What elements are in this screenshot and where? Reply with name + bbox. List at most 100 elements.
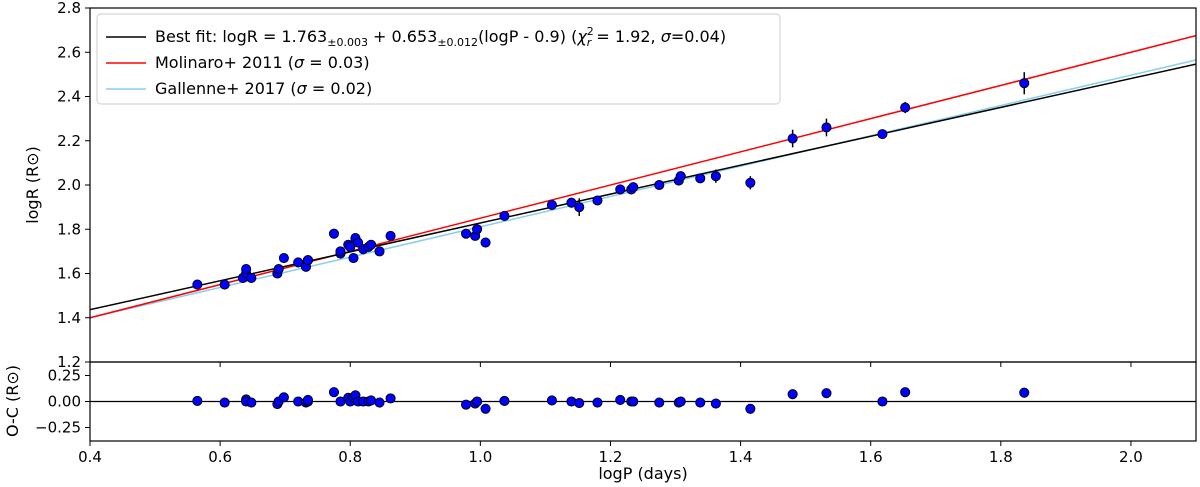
x-tick-label-2: 0.8 [338,448,362,466]
legend-molinaro-text-e: = 0.03) [304,53,369,72]
main-point-41 [695,173,706,184]
x-tick-label-1: 0.6 [208,448,232,466]
residual-data-points [192,387,1030,414]
main-point-5 [246,272,257,283]
main-point-23 [366,239,377,250]
legend-box [96,13,781,105]
main-point-9 [293,257,304,268]
residual-point-35 [628,396,639,407]
main-point-8 [278,252,289,264]
main-y-tick-label-0: 1.2 [57,353,81,371]
x-tick-label-5: 1.4 [729,448,753,466]
residual-point-24 [460,399,472,410]
main-point-7 [273,264,284,275]
main-y-tick-label-1: 1.4 [57,309,81,327]
legend-label-molinaro: Molinaro+ 2011 (σ = 0.03) [155,53,370,72]
legend-best-fit-text-b: + 0.653 [368,27,437,46]
residual-point-36 [654,397,665,408]
main-point-33 [574,202,585,213]
main-point-34 [592,195,603,206]
x-tick-label-6: 1.6 [859,448,883,466]
x-tick-label-8: 2.0 [1119,448,1143,466]
main-point-28 [472,224,483,235]
residual-point-45 [900,387,911,398]
main-point-35 [615,184,626,195]
residual-point-33 [615,394,626,405]
legend-best-fit-chi-sup: 2 [587,25,594,38]
main-y-axis-label: logR (R⊙) [23,146,42,224]
main-point-18 [348,252,359,264]
legend-best-fit-text-e: =0.04) [671,27,726,46]
residual-panel: −0.25 0.00 0.25 0.4 0.6 0.8 1.0 1.2 1.4 1.6 1.8 2.… [3,361,1197,483]
main-point-24 [374,246,385,257]
residual-plot-frame [89,361,1197,442]
residual-point-12 [328,387,340,398]
legend-gallenne-text-e: = 0.02) [307,79,372,98]
residual-point-43 [821,388,832,399]
residual-point-26 [472,396,483,407]
x-axis-label: logP (days) [598,464,687,483]
main-point-30 [499,210,510,222]
residual-point-4 [246,397,257,408]
residual-point-44 [877,396,888,407]
x-tick-label-4: 1.2 [599,448,623,466]
main-point-20 [352,237,364,248]
residual-point-1 [219,397,230,408]
residual-y-tick-label-0: −0.25 [35,418,81,436]
main-point-46 [877,129,888,140]
main-point-0 [192,279,203,290]
main-point-40 [675,171,686,182]
residual-point-39 [695,397,706,408]
residual-point-22 [374,397,385,408]
main-point-12 [302,255,313,266]
legend-best-fit-text-d: = 1.92, [591,27,660,46]
residual-point-21 [366,395,377,406]
residual-point-0 [192,395,203,407]
main-point-43 [745,177,756,188]
legend-molinaro-sigma: σ [294,53,305,72]
residual-point-7 [278,392,289,403]
main-ticks: 1.2 1.4 1.6 1.8 2.0 2.2 2.4 2.6 2.8 [57,0,90,371]
legend-best-fit-chi-sub: r [587,36,593,49]
legend-molinaro-text-a: Molinaro+ 2011 ( [155,53,294,72]
residual-y-tick-label-1: 0.00 [48,393,81,411]
main-y-tick-label-7: 2.6 [57,43,81,61]
main-y-tick-label-2: 1.6 [57,265,81,283]
main-point-42 [710,171,721,182]
residual-point-46 [1019,387,1030,398]
residual-point-31 [574,398,585,409]
main-point-4 [241,264,252,275]
residual-ticks: −0.25 0.00 0.25 [35,367,90,436]
legend-best-fit-sub-b: ±0.012 [437,36,478,49]
main-point-45 [821,122,832,133]
main-point-25 [385,230,396,241]
main-point-44 [787,133,798,144]
main-point-37 [628,182,639,193]
legend-label-best-fit: Best fit: logR = 1.763±0.003 + 0.653±0.0… [155,25,726,49]
residual-y-axis-label: O-C (R⊙) [3,365,22,437]
main-y-tick-label-6: 2.4 [57,88,81,106]
main-y-tick-label-5: 2.2 [57,132,81,150]
main-point-38 [654,179,665,191]
main-point-32 [566,197,577,208]
main-panel: 1.2 1.4 1.6 1.8 2.0 2.2 2.4 2.6 2.8 logR (R⊙) Be… [23,0,1197,371]
residual-point-38 [675,396,686,407]
legend-gallenne-sigma: σ [297,79,308,98]
legend-best-fit-text-a: Best fit: logR = 1.763 [155,27,327,46]
residual-y-tick-label-2: 0.25 [48,367,81,385]
main-y-tick-label-4: 2.0 [57,176,81,194]
residual-point-29 [546,395,557,406]
legend-best-fit-chi: χ [576,27,587,46]
main-point-31 [546,199,557,210]
main-point-1 [219,279,230,290]
x-tick-label-7: 1.8 [989,448,1013,466]
residual-point-42 [787,389,798,400]
residual-point-23 [385,393,396,404]
main-point-13 [328,228,340,239]
main-y-tick-label-3: 1.8 [57,220,81,238]
x-axis-ticks: 0.4 0.6 0.8 1.0 1.2 1.4 1.6 1.8 2.0 [78,362,1143,466]
main-point-48 [1019,78,1030,89]
main-y-tick-label-8: 2.8 [57,0,81,17]
x-tick-label-3: 1.0 [468,448,492,466]
